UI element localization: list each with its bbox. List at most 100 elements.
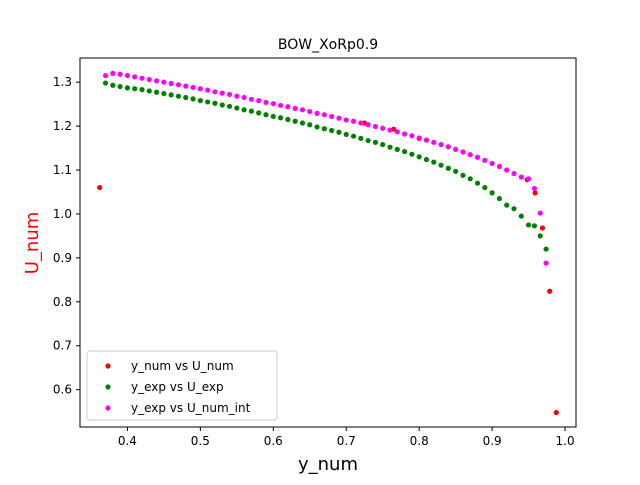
series-3-point: [431, 139, 437, 145]
series-3-point: [175, 82, 182, 88]
series-2-point: [270, 113, 276, 120]
series-2-point: [190, 96, 196, 102]
series-2-point: [358, 135, 364, 141]
series-2-point: [372, 139, 379, 145]
series-2-point: [175, 93, 182, 99]
series-2-point: [299, 120, 306, 126]
series-3-point: [453, 146, 459, 152]
series-3-point: [153, 78, 160, 84]
series-2-point: [467, 176, 473, 182]
axis-ticks: 0.4 0.5 0.6 0.7 0.8 0.9 1.0 0.6 0.7 0.8 0.9 1.0 1.1 1…: [53, 75, 575, 448]
series-2-point: [387, 144, 393, 150]
series-3-point: [504, 167, 510, 173]
plot-area-frame: [79, 57, 577, 428]
series-2-point: [197, 98, 203, 104]
series-1-point: [97, 184, 103, 191]
series-2-point: [117, 83, 123, 90]
series-2-point: [285, 116, 291, 123]
y-tick-label: 1.0: [53, 207, 72, 221]
legend-label-series-1: y_num vs U_num: [131, 359, 234, 373]
series-3-point: [525, 176, 532, 182]
series-3-point: [409, 133, 415, 139]
y-tick-label: 1.3: [53, 75, 72, 89]
series-2-point: [183, 94, 189, 101]
legend-label-series-2: y_exp vs U_exp: [131, 380, 224, 394]
series-3-point: [531, 185, 538, 192]
series-2-point: [256, 110, 262, 116]
series-3-point: [299, 107, 306, 113]
series-3-point: [543, 260, 549, 266]
series-3-point: [234, 93, 240, 99]
series-2-point: [482, 184, 488, 191]
series-2-point: [168, 92, 174, 98]
data-points: [97, 70, 559, 416]
series-2-point: [321, 126, 327, 132]
series-2-point: [431, 159, 437, 165]
series-3-point: [241, 94, 247, 101]
series-2-point: [139, 87, 145, 93]
series-3-point: [358, 120, 364, 126]
series-3-point: [248, 96, 255, 102]
series-2-point: [161, 90, 167, 97]
series-3-point: [511, 170, 517, 177]
series-2-point: [329, 127, 335, 134]
series-2-point: [132, 86, 138, 92]
series-3-point: [416, 135, 422, 141]
series-3-point: [277, 102, 284, 109]
series-3-point: [102, 72, 109, 79]
series-3-point: [380, 125, 386, 131]
series-3-point: [132, 74, 138, 80]
series-3-point: [226, 91, 233, 98]
series-3-point: [467, 152, 473, 158]
x-tick-label: 0.5: [191, 434, 210, 448]
series-3-point: [518, 174, 524, 180]
y-tick-label: 1.1: [53, 163, 72, 177]
series-2-point: [212, 100, 218, 106]
series-3-point: [270, 101, 276, 107]
series-2-point: [336, 129, 342, 135]
series-3-point: [460, 149, 466, 155]
series-3-point: [256, 98, 262, 104]
series-3-point: [537, 210, 543, 216]
series-3-point: [394, 129, 400, 135]
series-3-point: [445, 144, 451, 150]
series-3-point: [314, 110, 320, 116]
y-tick-label: 0.7: [53, 339, 72, 353]
series-2-point: [205, 99, 211, 105]
series-3-point: [321, 112, 327, 118]
series-2-point: [241, 107, 247, 113]
series-3-point: [117, 71, 123, 77]
series-2-point: [460, 172, 466, 178]
series-2-point: [504, 202, 510, 208]
x-tick-label: 1.0: [556, 434, 575, 448]
series-1-point: [539, 225, 546, 231]
series-2-point: [474, 180, 481, 186]
legend-label-series-3: y_exp vs U_num_int: [131, 401, 251, 415]
series-3-point: [219, 90, 225, 96]
series-3-point: [482, 157, 488, 163]
series-1-point: [553, 409, 559, 416]
series-2-point: [537, 233, 543, 239]
series-3-point: [423, 137, 430, 143]
series-3-point: [285, 104, 291, 110]
series-2-point: [445, 165, 451, 171]
series-1-point: [532, 190, 538, 196]
x-tick-label: 0.4: [118, 434, 137, 448]
series-3-point: [350, 118, 357, 124]
series-3-point: [124, 72, 131, 79]
series-3-point: [496, 163, 503, 170]
series-2-point: [343, 131, 349, 138]
series-2-point: [146, 88, 152, 94]
y-tick-label: 0.8: [53, 295, 72, 309]
series-3-point: [438, 141, 444, 148]
series-2-point: [307, 122, 313, 128]
series-2-point: [226, 103, 233, 109]
chart-title: BOW_XoRp0.9: [278, 37, 378, 53]
series-2-point: [102, 80, 109, 86]
series-2-point: [543, 246, 549, 252]
series-2-point: [350, 133, 357, 139]
series-3-point: [205, 87, 211, 93]
series-2-point: [153, 89, 160, 95]
series-2-point: [525, 222, 532, 228]
